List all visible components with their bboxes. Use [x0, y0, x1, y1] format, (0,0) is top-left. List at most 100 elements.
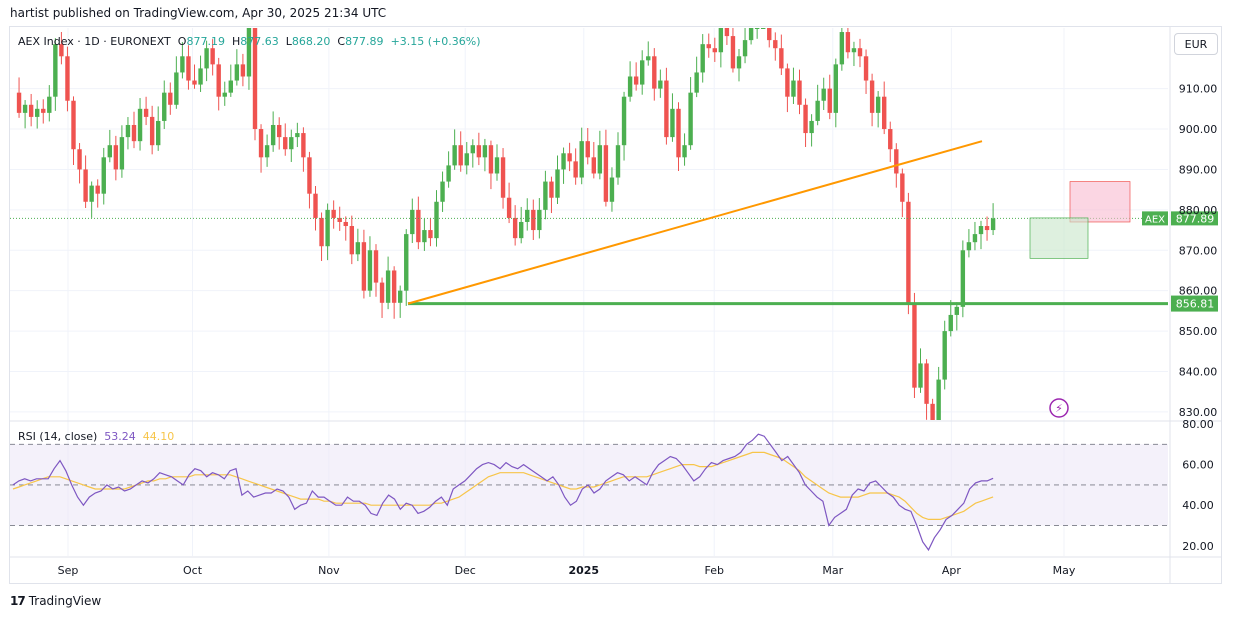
y-tick-label: 910.00 — [1179, 83, 1218, 96]
candle-body — [168, 92, 173, 105]
x-tick-label: May — [1053, 564, 1076, 577]
candle-body — [367, 250, 373, 291]
candle-body — [174, 72, 179, 105]
candle-body — [797, 80, 802, 105]
candle-body — [718, 28, 724, 53]
rsi-ma-value: 44.10 — [142, 430, 175, 443]
candle-body — [434, 201, 439, 239]
candle-body — [137, 108, 143, 142]
candle-body — [779, 48, 784, 69]
candle-body — [603, 145, 609, 202]
candle-body — [458, 145, 463, 166]
high-label: H — [231, 35, 241, 48]
candle-body — [204, 48, 209, 69]
rsi-label[interactable]: RSI (14, close) — [18, 430, 98, 443]
last-price-badge — [1171, 211, 1218, 226]
candle-body — [894, 149, 899, 174]
candle-body — [809, 120, 814, 134]
candle-body — [930, 403, 935, 420]
candle-body — [742, 40, 748, 57]
y-tick-label: 900.00 — [1179, 123, 1218, 136]
open-value: 877.19 — [186, 35, 225, 48]
candle-body — [906, 201, 911, 303]
candle-body — [59, 44, 64, 57]
x-tick-label: Oct — [183, 564, 203, 577]
tradingview-brand[interactable]: 17 TradingView — [10, 594, 101, 608]
candle-body — [391, 270, 397, 303]
x-tick-label: Feb — [704, 564, 723, 577]
candle-body — [428, 230, 433, 239]
candle-body — [591, 157, 596, 174]
candle-body — [833, 64, 838, 113]
candle-body — [573, 161, 578, 178]
symbol-badge — [1142, 211, 1168, 226]
candle-body — [615, 145, 621, 178]
x-tick-label: Nov — [318, 564, 340, 577]
brand-name: TradingView — [28, 594, 102, 608]
candle-body — [863, 56, 869, 81]
candle-body — [827, 88, 832, 113]
candle-body — [47, 96, 52, 113]
candle-body — [936, 379, 941, 420]
candle-body — [525, 209, 530, 222]
candle-body — [978, 226, 984, 235]
event-marker-icon: ⚡ — [1055, 402, 1063, 415]
candle-body — [277, 124, 282, 138]
currency-selector[interactable]: EUR — [1174, 33, 1218, 55]
candle-body — [107, 145, 112, 158]
candle-body — [379, 282, 385, 303]
candle-body — [240, 64, 246, 77]
candle-body — [77, 149, 82, 170]
candle-body — [307, 157, 312, 194]
candle-body — [71, 100, 76, 150]
candle-body — [972, 234, 978, 243]
candle-body — [555, 169, 560, 198]
candle-body — [385, 270, 391, 303]
candle-body — [700, 44, 705, 73]
candle-body — [966, 242, 972, 251]
candle-body — [16, 92, 22, 113]
candle-body — [410, 209, 415, 235]
candle-body — [706, 44, 711, 49]
candle-body — [416, 209, 421, 243]
candle-body — [373, 250, 379, 283]
candle-body — [101, 157, 106, 194]
candle-body — [646, 56, 651, 61]
candle-body — [198, 68, 203, 85]
annotations: ⚡ AEX 877.89 856.81 — [10, 140, 1218, 418]
candle-body — [621, 96, 627, 146]
x-tick-label: Dec — [455, 564, 476, 577]
y-tick-label: 890.00 — [1179, 163, 1218, 176]
symbol-label[interactable]: AEX Index · 1D · EURONEXT — [18, 35, 171, 48]
event-marker-icon — [1049, 398, 1069, 418]
candle-body — [500, 157, 506, 198]
support-price-badge — [1171, 295, 1218, 312]
candle-body — [767, 28, 772, 41]
candle-body — [89, 185, 94, 202]
x-tick-label: Apr — [942, 564, 962, 577]
candle-body — [948, 314, 953, 332]
rsi-tick-label: 40.00 — [1182, 499, 1214, 512]
candle-body — [264, 145, 270, 158]
candle-body — [682, 145, 687, 158]
candle-body — [143, 108, 149, 117]
rsi-tick-label: 80.00 — [1182, 418, 1214, 431]
y-tick-label: 880.00 — [1179, 204, 1218, 217]
candle-body — [149, 116, 155, 146]
candle-body — [918, 363, 923, 388]
candles — [16, 28, 996, 420]
candle-body — [404, 234, 409, 291]
rsi-band — [10, 443, 1168, 526]
candle-body — [512, 217, 518, 239]
candle-body — [22, 104, 28, 113]
candle-body — [845, 32, 851, 53]
target-zone — [1069, 181, 1131, 223]
tradingview-logo-icon: 17 — [10, 594, 26, 608]
candle-body — [543, 181, 548, 210]
candle-body — [488, 145, 494, 174]
candle-body — [228, 80, 233, 93]
candle-body — [349, 226, 354, 255]
rsi-ma-line — [12, 451, 994, 521]
candle-body — [882, 96, 887, 130]
